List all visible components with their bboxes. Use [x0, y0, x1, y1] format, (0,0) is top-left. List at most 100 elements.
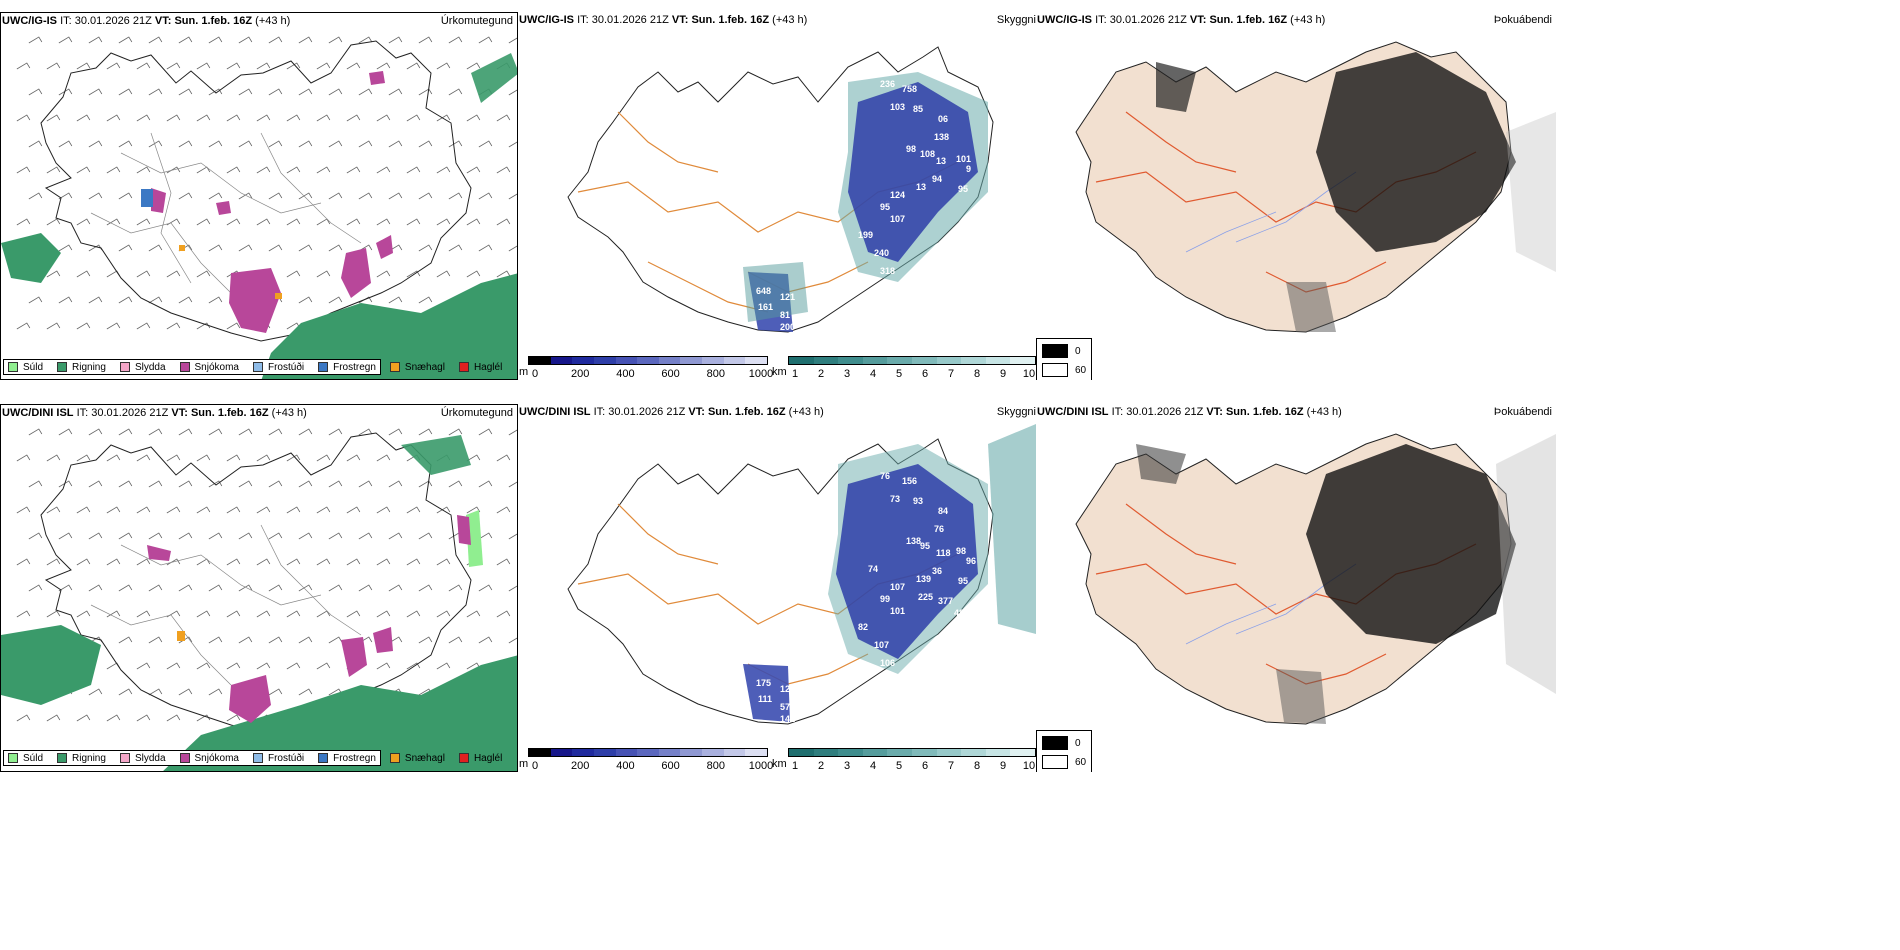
wind-barb: [448, 584, 463, 592]
cloudbase-value-label: 98: [906, 144, 916, 154]
wind-barb: [418, 480, 433, 488]
legend-item: Snjókoma: [179, 362, 239, 373]
wind-barb: [196, 270, 211, 278]
wind-barb: [58, 244, 73, 252]
cloudbase-value-label: 118: [936, 548, 951, 558]
wind-barb: [238, 532, 253, 540]
wind-barb: [76, 714, 91, 722]
wind-barb: [88, 36, 103, 44]
colorbar-tick-label: 8: [973, 368, 981, 380]
wind-barb: [286, 218, 301, 226]
wind-barb: [178, 532, 193, 540]
wind-barb: [478, 36, 493, 44]
rain-area: [1, 233, 61, 283]
wind-barb: [328, 36, 343, 44]
wind-barb: [466, 270, 481, 278]
cloudbase-value-label: 139: [916, 574, 931, 584]
panel-title: UWC/DINI ISL IT: 30.01.2026 21Z VT: Sun.…: [2, 407, 307, 419]
wind-barb: [478, 532, 493, 540]
wind-barb: [328, 88, 343, 96]
colorbar-tick-label: 600: [661, 368, 680, 380]
fog-area: [1506, 112, 1556, 272]
wind-barb: [328, 636, 343, 644]
colorbar-segment: [658, 357, 681, 364]
wind-barb: [466, 610, 481, 618]
wind-barb: [136, 558, 151, 566]
wind-barb: [136, 662, 151, 670]
wind-barb: [418, 584, 433, 592]
wind-barb: [436, 166, 451, 174]
colorbar-tick-label: 6: [921, 760, 929, 772]
wind-barb: [136, 218, 151, 226]
wind-barb: [28, 296, 43, 304]
wind-barb: [196, 662, 211, 670]
wind-barb: [508, 245, 517, 252]
cloudbase-value-label: 377: [938, 596, 953, 606]
fog-index-legend: 0 60: [1036, 730, 1092, 772]
cloudbase-colorbar: 0 200 400 600 800 1000: [528, 748, 773, 772]
wind-barb: [76, 322, 91, 330]
wind-barb: [256, 218, 271, 226]
legend-swatch: [252, 362, 263, 372]
wind-barb: [346, 218, 361, 226]
wind-barb: [106, 62, 121, 70]
cloudbase-value-label: 758: [902, 84, 917, 94]
mixed-area: [141, 189, 153, 207]
wind-barb: [316, 662, 331, 670]
cloudbase-value-label: 138: [906, 536, 921, 546]
colorbar-tick-label: 1000: [748, 760, 774, 772]
wind-barb: [148, 636, 163, 644]
colorbar-segment: [862, 749, 888, 756]
wind-barb: [238, 192, 253, 200]
wind-barb: [406, 662, 421, 670]
wind-barb: [208, 688, 223, 696]
cloudbase-value-label: 94: [932, 174, 942, 184]
wind-barb: [268, 88, 283, 96]
visibility-unit: km: [772, 366, 787, 378]
wind-barb: [448, 244, 463, 252]
wind-barb: [46, 218, 61, 226]
wind-barb: [118, 88, 133, 96]
legend-label: Slydda: [134, 361, 166, 373]
snow-area: [151, 188, 166, 213]
wind-barb: [58, 140, 73, 148]
wind-barb: [418, 532, 433, 540]
snow-area: [229, 675, 271, 723]
snow-area: [229, 268, 281, 333]
cloudbase-value-label: 98: [956, 546, 966, 556]
colorbar-tick-label: 5: [895, 760, 903, 772]
fog-legend-row: 60: [1042, 363, 1086, 377]
colorbar-segment: [961, 749, 986, 756]
legend-label: Snæhagl: [404, 361, 445, 373]
wind-barb: [208, 584, 223, 592]
wind-barb: [238, 480, 253, 488]
legend-item: Súld: [8, 753, 43, 764]
visibility-colorbar: 1 2 3 4 5 6 7 8 9 10: [788, 356, 1036, 380]
wind-barb: [328, 532, 343, 540]
colorbar-segment: [1010, 357, 1035, 364]
wind-barb: [478, 636, 493, 644]
colorbar-tick-label: 4: [869, 760, 877, 772]
wind-barb: [58, 584, 73, 592]
snow-area: [341, 248, 371, 298]
legend-label: Súld: [23, 752, 44, 764]
wind-barb: [406, 506, 421, 514]
precip-map-panel-2: UWC/DINI ISL IT: 30.01.2026 21Z VT: Sun.…: [0, 404, 518, 772]
wind-barb: [316, 114, 331, 122]
wind-barb: [328, 244, 343, 252]
wind-barb: [148, 428, 163, 436]
wind-barb: [286, 558, 301, 566]
cloudbase-value-label: 124: [890, 190, 905, 200]
wind-barb: [298, 36, 313, 44]
cloudbase-value-label: 240: [874, 248, 889, 258]
wind-barb: [166, 454, 181, 462]
rain-area: [163, 655, 517, 771]
wind-barb: [76, 270, 91, 278]
wind-barb: [208, 428, 223, 436]
precip-type-legend: Súld Rigning Slydda Snjókoma Frostúði Frostre…: [3, 359, 502, 375]
wind-barb: [298, 480, 313, 488]
wind-barb: [436, 506, 451, 514]
wind-barb: [208, 480, 223, 488]
wind-barb: [136, 322, 151, 330]
